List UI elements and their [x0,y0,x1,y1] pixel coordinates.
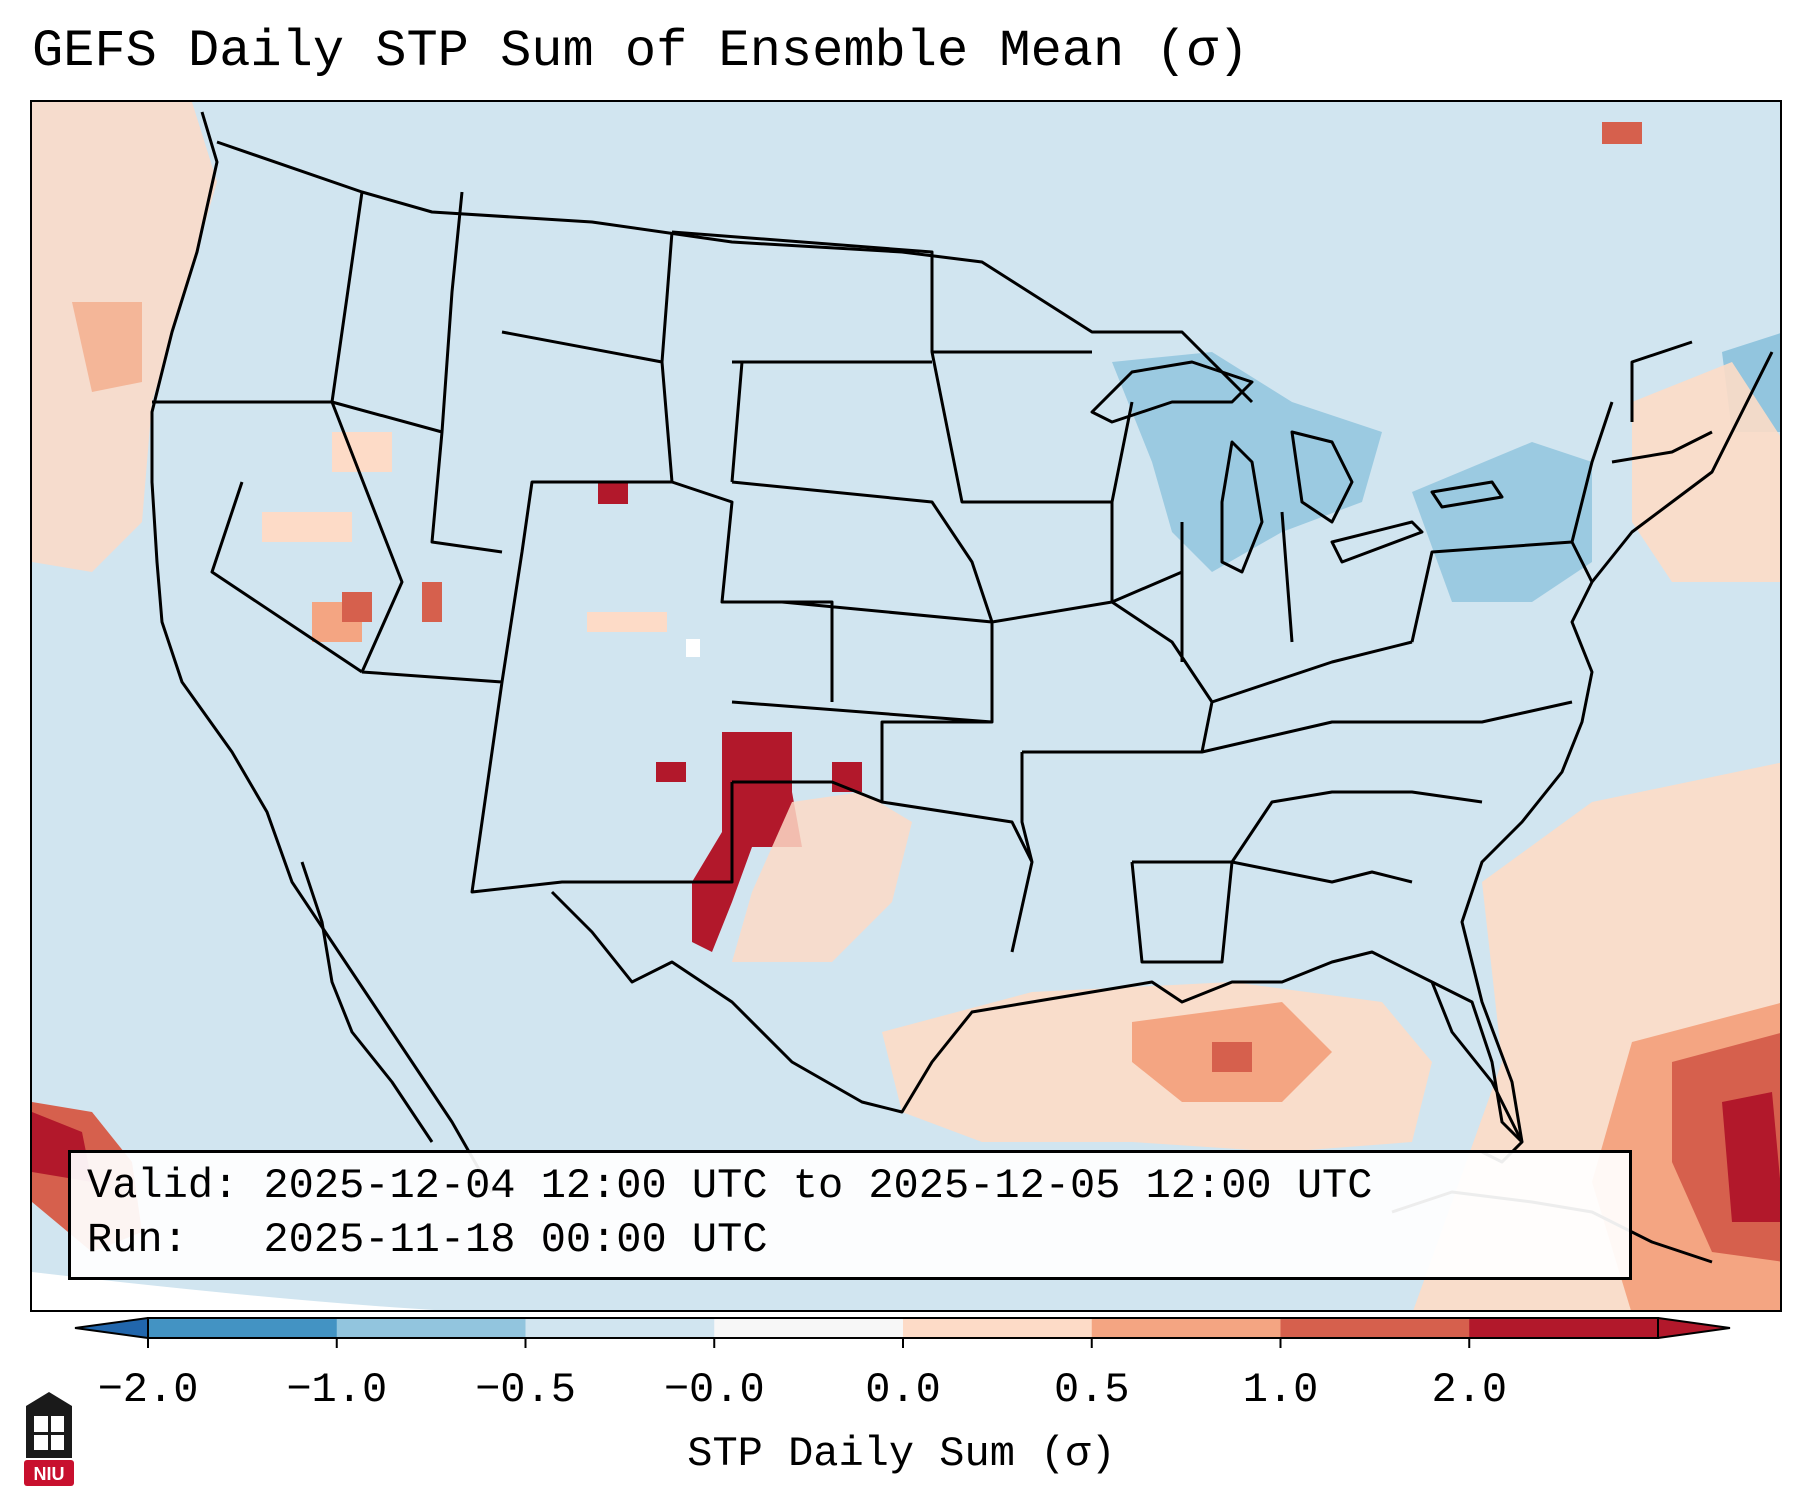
valid-row: Valid: 2025-12-04 12:00 UTC to 2025-12-0… [87,1159,1613,1213]
colorbar-segment [1280,1318,1470,1338]
map-panel: Valid: 2025-12-04 12:00 UTC to 2025-12-0… [30,100,1782,1312]
anomaly-cell [262,512,352,542]
run-value: 2025-11-18 00:00 UTC [263,1216,768,1264]
colorbar-tick-label: −1.0 [286,1366,388,1414]
colorbar-tick-label: 2.0 [1431,1366,1508,1414]
map-svg [32,102,1780,1310]
colorbar-label: STP Daily Sum (σ) [687,1430,1116,1478]
valid-label: Valid: [87,1162,239,1210]
lake-michigan [1220,440,1264,574]
anomaly-ne-coast [1632,362,1780,582]
colorbar-tick-label: −0.5 [475,1366,576,1414]
anomaly-colorado [686,639,700,657]
anomaly-greatlakes [1112,352,1382,572]
anomaly-cell [656,762,686,782]
colorbar-outline-ends [74,1317,149,1339]
info-box: Valid: 2025-12-04 12:00 UTC to 2025-12-0… [68,1150,1632,1280]
colorbar-segment [1091,1318,1281,1338]
lake-superior [1090,360,1254,424]
coast-baja [300,861,434,1143]
colorbar-segment [148,1318,338,1338]
anomaly-cell [342,592,372,622]
colorbar-outline-ends [1657,1317,1731,1339]
colorbar-tick-label: −0.0 [663,1366,765,1414]
anomaly-cell [587,612,667,632]
colorbar-segment [336,1318,526,1338]
anomaly-westcoast-2 [72,302,142,392]
lake-huron [1290,430,1354,524]
boundaries [150,111,1774,1264]
anomaly-atlantic-max [1722,1092,1780,1222]
logo-shield [24,1460,74,1486]
logo-roof [26,1392,72,1406]
anomaly-plains-halo [732,792,912,962]
coast-pacific [150,111,494,1193]
run-row: Run: 2025-11-18 00:00 UTC [87,1213,1613,1267]
logo-window-bar [34,1432,64,1435]
valid-value: 2025-12-04 12:00 UTC to 2025-12-05 12:00… [263,1162,1373,1210]
colorbar-over [1658,1318,1730,1338]
colorbar [74,1317,1731,1348]
coast-gulf [550,890,1524,1144]
anomaly-wyoming [598,482,628,504]
colorbar-tick-label: 0.0 [865,1366,941,1414]
colorbar-segment [525,1318,715,1338]
anomaly-cell [1602,122,1642,144]
border-canada [216,140,1254,404]
colorbar-segments [148,1318,1659,1338]
colorbar-tick-label: 0.5 [1053,1366,1130,1414]
coast-atlantic [1460,351,1774,1143]
lake-ontario [1430,480,1504,509]
colorbar-ticks [147,1338,1471,1348]
anomaly-plains-core [692,732,802,952]
anomaly-cell [332,432,392,472]
chart-title: GEFS Daily STP Sum of Ensemble Mean (σ) [32,22,1249,81]
colorbar-segment [1469,1318,1659,1338]
colorbar-under [75,1318,148,1338]
state-lines [152,191,1713,964]
lake-erie [1330,520,1424,564]
anomaly-northeast [1412,442,1592,602]
anomaly-cell [422,582,442,622]
niu-logo: NIU [24,1392,74,1486]
colorbar-tick-label: −2.0 [97,1366,199,1414]
anomaly-cell [1212,1042,1252,1072]
run-label: Run: [87,1216,188,1264]
colorbar-segment [903,1318,1093,1338]
colorbar-segment [714,1318,904,1338]
projection-edge [32,1272,435,1310]
colorbar-tick-label: 1.0 [1242,1366,1319,1414]
logo-text: NIU [34,1464,65,1484]
